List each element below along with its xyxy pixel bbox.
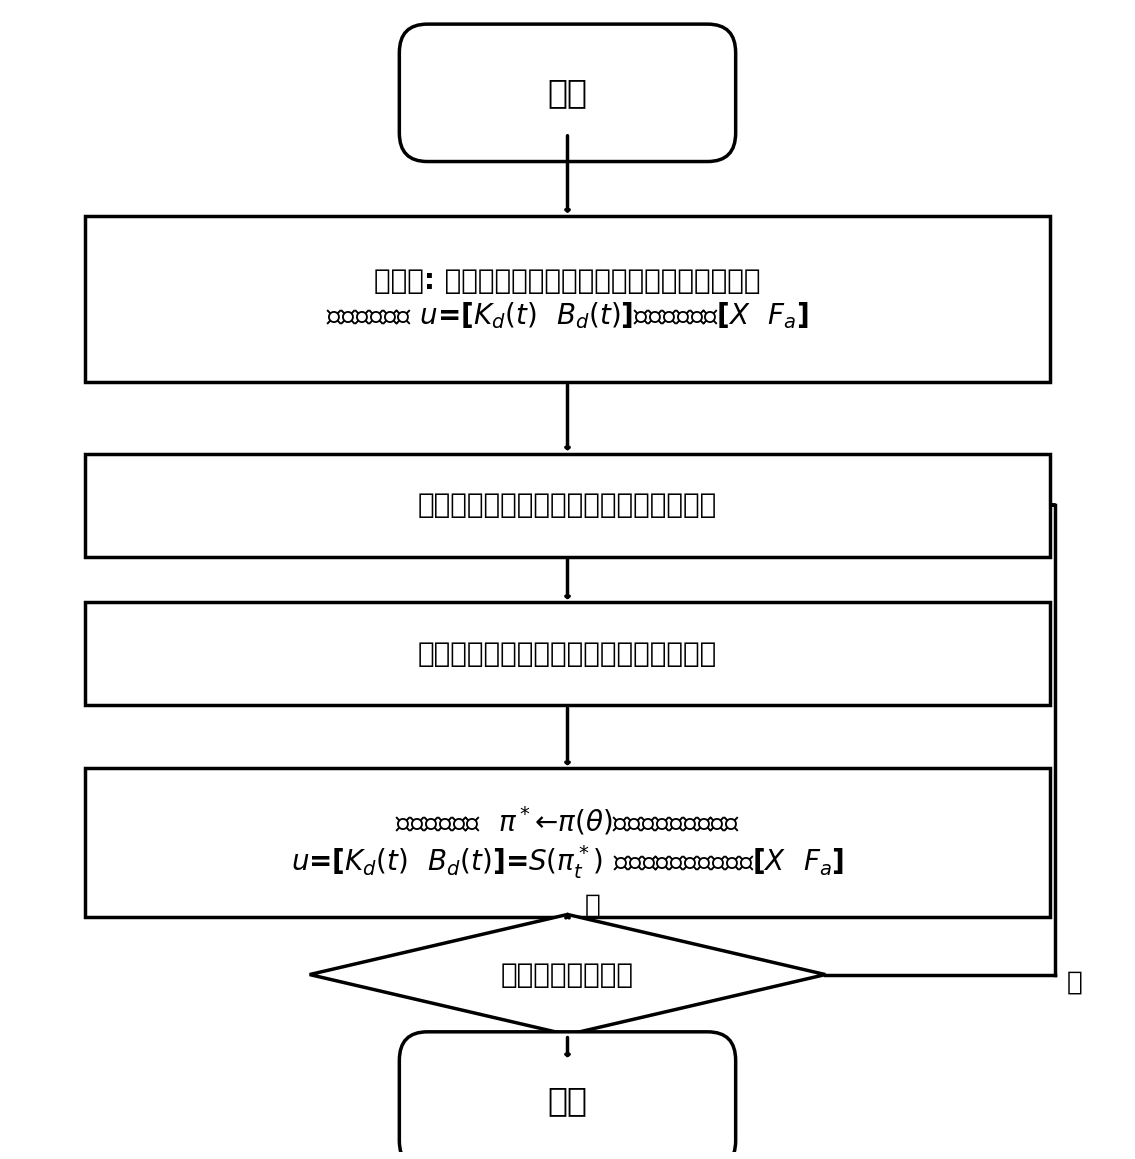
Text: 结束: 结束: [547, 1084, 588, 1117]
Text: 是否完成学习任务: 是否完成学习任务: [501, 961, 634, 989]
Text: 使用策略学习算法搜索最优阻抗控制策略: 使用策略学习算法搜索最优阻抗控制策略: [418, 640, 717, 668]
Text: 初始化: 随机设置变阻抗控制器的参数；对系统应用
随机控制变量 $u$=[$K_d(t)$  $B_d(t)$]，并记录数据[$X$  $F_a$]: 初始化: 随机设置变阻抗控制器的参数；对系统应用 随机控制变量 $u$=[$K_…: [326, 267, 809, 330]
Bar: [85, 768, 1050, 917]
Text: 设置最优策略  $π^*←π(θ)$，计算阻抗控制参数
$u$=[$K_d(t)$  $B_d(t)$]=$S(π_t^*)$ 进行力控制并保存数据[$X$  : 设置最优策略 $π^*←π(θ)$，计算阻抗控制参数 $u$=[$K_d(t)$…: [291, 804, 844, 881]
Polygon shape: [310, 914, 825, 1035]
Text: 是: 是: [585, 892, 600, 919]
Text: 开始: 开始: [547, 76, 588, 109]
Text: 否: 否: [1067, 970, 1083, 996]
Text: 使用记录的数据学习系统的高斯过程模型: 使用记录的数据学习系统的高斯过程模型: [418, 491, 717, 519]
Bar: [85, 603, 1050, 706]
Bar: [85, 216, 1050, 382]
FancyBboxPatch shape: [400, 24, 735, 161]
Bar: [85, 453, 1050, 556]
FancyBboxPatch shape: [400, 1032, 735, 1159]
